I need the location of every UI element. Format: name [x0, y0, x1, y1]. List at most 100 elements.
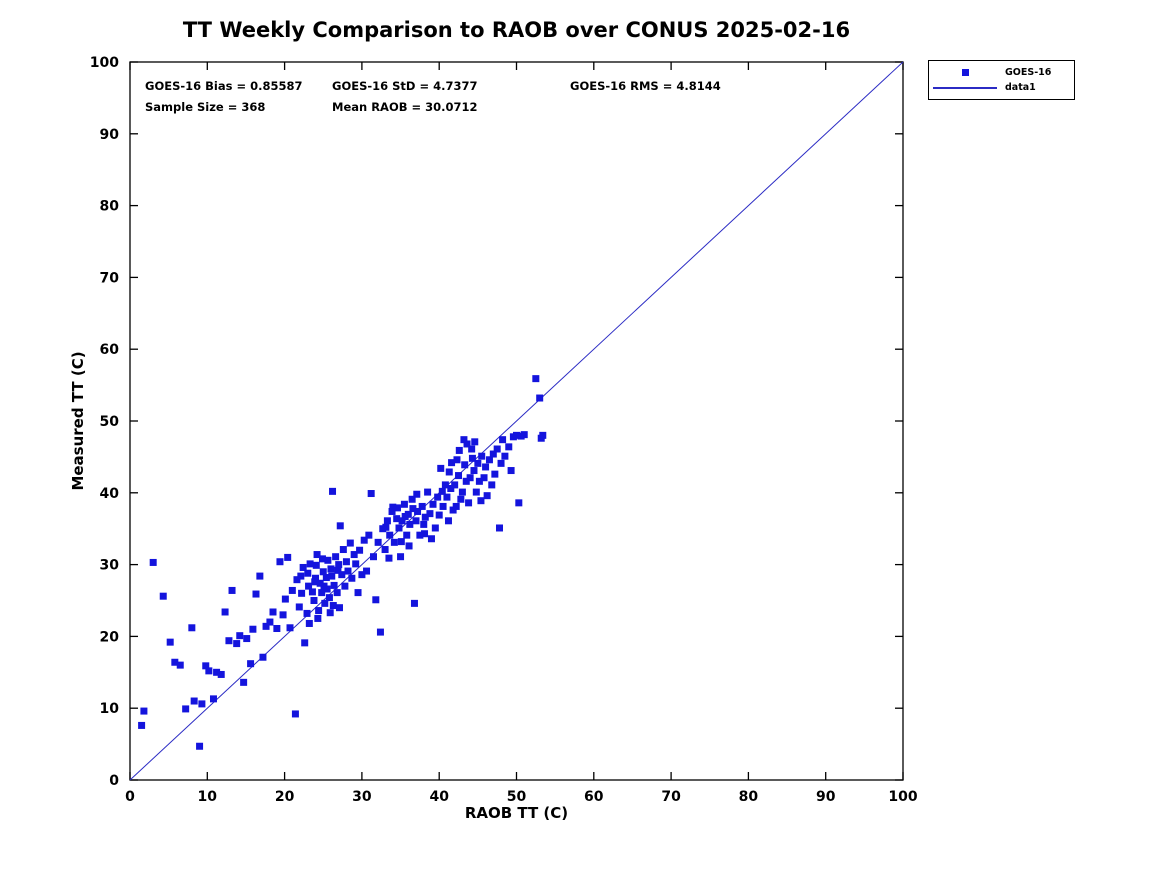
x-tick-label: 40 [429, 789, 449, 805]
scatter-point [171, 658, 179, 666]
scatter-point [306, 560, 314, 568]
scatter-point [369, 553, 377, 561]
legend-line-sample [933, 86, 997, 89]
scatter-point [416, 531, 424, 539]
x-tick-label: 60 [584, 789, 604, 805]
scatter-point [348, 574, 356, 582]
scatter-point [325, 594, 333, 602]
scatter-point [319, 568, 327, 576]
scatter-point [286, 624, 294, 632]
scatter-point [269, 608, 277, 616]
scatter-point [515, 499, 523, 507]
identity-line [129, 61, 904, 781]
scatter-point [256, 572, 264, 580]
scatter-point [338, 571, 346, 579]
scatter-point [360, 536, 368, 544]
scatter-point [383, 517, 391, 525]
scatter-point [318, 555, 326, 563]
scatter-point [140, 707, 148, 715]
scatter-point [390, 538, 398, 546]
x-tick-label: 30 [352, 789, 372, 805]
scatter-point [322, 574, 330, 582]
scatter-point [315, 607, 323, 615]
scatter-point [249, 625, 257, 633]
scatter-point [240, 678, 248, 686]
scatter-point [299, 563, 307, 571]
scatter-point [321, 599, 329, 607]
legend-sample-area [933, 86, 997, 89]
scatter-point [308, 588, 316, 596]
scatter-point [401, 512, 409, 520]
scatter-point [497, 459, 505, 467]
scatter-point [233, 640, 241, 648]
scatter-point [190, 697, 198, 705]
scatter-point [363, 567, 371, 575]
scatter-point [458, 488, 466, 496]
scatter-point [344, 567, 352, 575]
scatter-point [457, 495, 465, 503]
scatter-point [236, 632, 244, 640]
scatter-point [532, 375, 540, 383]
scatter-point [324, 556, 332, 564]
scatter-point [385, 554, 393, 562]
scatter-point [439, 502, 447, 510]
scatter-point [138, 721, 146, 729]
chart-title: TT Weekly Comparison to RAOB over CONUS … [182, 18, 851, 42]
scatter-point [434, 493, 442, 501]
scatter-point [420, 520, 428, 528]
scatter-point [412, 517, 420, 525]
scatter-point [301, 639, 309, 647]
scatter-point [461, 461, 469, 469]
y-tick-label: 30 [100, 558, 120, 574]
scatter-point [276, 558, 284, 566]
scatter-point [477, 497, 485, 505]
scatter-point [445, 468, 453, 476]
scatter-point [410, 599, 418, 607]
x-tick-label: 70 [661, 789, 681, 805]
scatter-point [437, 464, 445, 472]
legend-label: GOES-16 [1005, 67, 1052, 78]
scatter-point [393, 504, 401, 512]
scatter-point [196, 742, 204, 750]
scatter-point [389, 503, 397, 511]
scatter-point [408, 495, 416, 503]
scatter-point [335, 561, 343, 569]
scatter-point [482, 463, 490, 471]
x-tick-label: 80 [739, 789, 759, 805]
scatter-point [159, 592, 167, 600]
scatter-point [335, 604, 343, 612]
scatter-point [388, 507, 396, 515]
y-tick-label: 90 [100, 127, 120, 143]
y-tick-label: 80 [100, 199, 120, 215]
scatter-point [427, 535, 435, 543]
scatter-point [342, 558, 350, 566]
scatter-point [225, 637, 233, 645]
scatter-point [356, 546, 364, 554]
scatter-point [166, 638, 174, 646]
scatter-point [310, 597, 318, 604]
scatter-point [313, 551, 321, 559]
scatter-point [279, 611, 287, 619]
scatter-point [470, 467, 478, 475]
scatter-point [346, 539, 354, 547]
scatter-point [403, 531, 411, 539]
x-axis-label: RAOB TT (C) [464, 804, 569, 822]
y-tick-label: 60 [100, 342, 120, 358]
scatter-point [318, 589, 326, 597]
scatter-point [426, 510, 434, 518]
x-tick-label: 20 [275, 789, 295, 805]
scatter-point [339, 546, 347, 554]
scatter-point [400, 500, 408, 508]
scatter-point [333, 589, 341, 597]
scatter-point [480, 474, 488, 482]
scatter-point [488, 481, 496, 489]
scatter-point [501, 452, 509, 460]
scatter-point [507, 467, 515, 475]
stat-mean-raob: Mean RAOB = 30.0712 [332, 100, 478, 114]
stat-sample-size: Sample Size = 368 [145, 100, 266, 114]
scatter-point [312, 561, 320, 569]
scatter-point [397, 553, 405, 561]
scatter-point [405, 542, 413, 550]
scatter-point [247, 660, 255, 668]
